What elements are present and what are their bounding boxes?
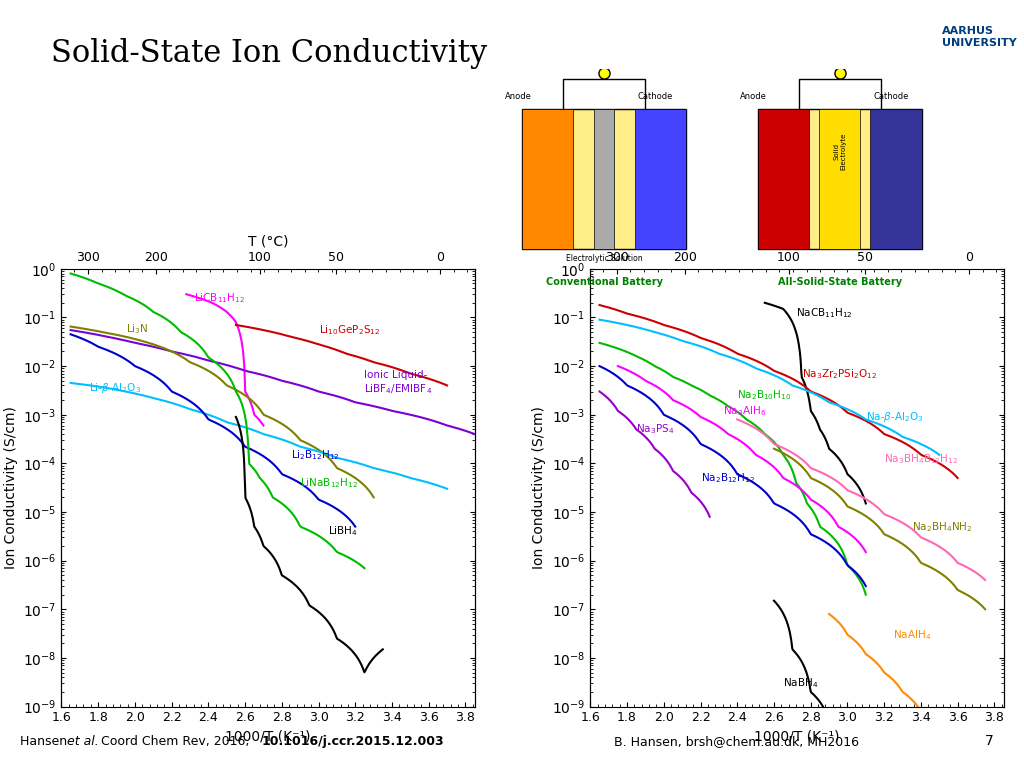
X-axis label: 1000/T (K⁻¹): 1000/T (K⁻¹) xyxy=(225,730,311,744)
Text: Solid-State Ion Conductivity: Solid-State Ion Conductivity xyxy=(51,38,487,69)
Text: All-Solid-State Battery: All-Solid-State Battery xyxy=(777,276,902,286)
Text: Ionic Liquid-
LiBF$_4$/EMIBF$_4$: Ionic Liquid- LiBF$_4$/EMIBF$_4$ xyxy=(365,370,433,396)
Bar xyxy=(635,109,686,249)
X-axis label: T (°C): T (°C) xyxy=(248,234,289,248)
Text: Solid
Electrolyte: Solid Electrolyte xyxy=(834,133,846,170)
Text: 7: 7 xyxy=(984,734,993,748)
Text: Li-$\beta$-Al$_2$O$_3$: Li-$\beta$-Al$_2$O$_3$ xyxy=(89,381,141,396)
Bar xyxy=(870,109,922,249)
X-axis label: T (°C): T (°C) xyxy=(776,234,817,248)
Text: AARHUS
UNIVERSITY: AARHUS UNIVERSITY xyxy=(942,26,1017,48)
Text: NaAlH$_4$: NaAlH$_4$ xyxy=(893,627,932,641)
Text: Coord Chem Rev, 2016,: Coord Chem Rev, 2016, xyxy=(97,735,254,748)
Text: B. Hansen, brsh@chem.au.dk, MH2016: B. Hansen, brsh@chem.au.dk, MH2016 xyxy=(614,735,859,748)
Text: Cathode: Cathode xyxy=(873,92,908,101)
Text: 10.1016/j.ccr.2015.12.003: 10.1016/j.ccr.2015.12.003 xyxy=(261,735,443,748)
Text: LiNaB$_{12}$H$_{12}$: LiNaB$_{12}$H$_{12}$ xyxy=(300,476,358,490)
Text: LiBH$_4$: LiBH$_4$ xyxy=(328,525,357,538)
Text: Na$_3$AlH$_6$: Na$_3$AlH$_6$ xyxy=(723,404,766,418)
Y-axis label: Ion Conductivity (S/cm): Ion Conductivity (S/cm) xyxy=(532,406,547,569)
Text: Anode: Anode xyxy=(505,92,531,101)
Text: Anode: Anode xyxy=(740,92,767,101)
Bar xyxy=(758,109,809,249)
Text: Hansen: Hansen xyxy=(20,735,72,748)
Text: Na$_3$PS$_4$: Na$_3$PS$_4$ xyxy=(636,422,675,436)
Text: NaBH$_4$: NaBH$_4$ xyxy=(783,677,818,690)
Text: Li$_{10}$GeP$_2$S$_{12}$: Li$_{10}$GeP$_2$S$_{12}$ xyxy=(318,323,380,337)
Text: Na$_2$B$_{12}$H$_{12}$: Na$_2$B$_{12}$H$_{12}$ xyxy=(700,471,755,485)
Text: Na-$\beta$-Al$_2$O$_3$: Na-$\beta$-Al$_2$O$_3$ xyxy=(865,410,924,424)
Text: Na$_2$BH$_4$NH$_2$: Na$_2$BH$_4$NH$_2$ xyxy=(911,520,972,534)
Text: Na$_3$Zr$_2$PSi$_2$O$_{12}$: Na$_3$Zr$_2$PSi$_2$O$_{12}$ xyxy=(802,366,877,380)
Bar xyxy=(819,109,860,249)
Bar xyxy=(522,109,686,249)
Text: Li$_3$N: Li$_3$N xyxy=(126,322,148,336)
Bar xyxy=(594,109,614,249)
Text: Conventional Battery: Conventional Battery xyxy=(546,276,663,286)
Text: et al.: et al. xyxy=(67,735,98,748)
Text: Cathode: Cathode xyxy=(638,92,673,101)
Text: Electrolytic Solution: Electrolytic Solution xyxy=(566,253,642,263)
X-axis label: 1000/T (K⁻¹): 1000/T (K⁻¹) xyxy=(754,730,840,744)
Text: Na$_3$BH$_4$B$_{12}$H$_{12}$: Na$_3$BH$_4$B$_{12}$H$_{12}$ xyxy=(884,452,958,466)
Bar xyxy=(758,109,922,249)
Text: Li$_2$B$_{12}$H$_{12}$: Li$_2$B$_{12}$H$_{12}$ xyxy=(291,448,340,462)
Text: Na$_2$B$_{10}$H$_{10}$: Na$_2$B$_{10}$H$_{10}$ xyxy=(737,389,792,402)
Text: LiCB$_{11}$H$_{12}$: LiCB$_{11}$H$_{12}$ xyxy=(194,291,245,305)
Y-axis label: Ion Conductivity (S/cm): Ion Conductivity (S/cm) xyxy=(3,406,17,569)
Bar xyxy=(522,109,573,249)
Text: NaCB$_{11}$H$_{12}$: NaCB$_{11}$H$_{12}$ xyxy=(796,306,853,320)
